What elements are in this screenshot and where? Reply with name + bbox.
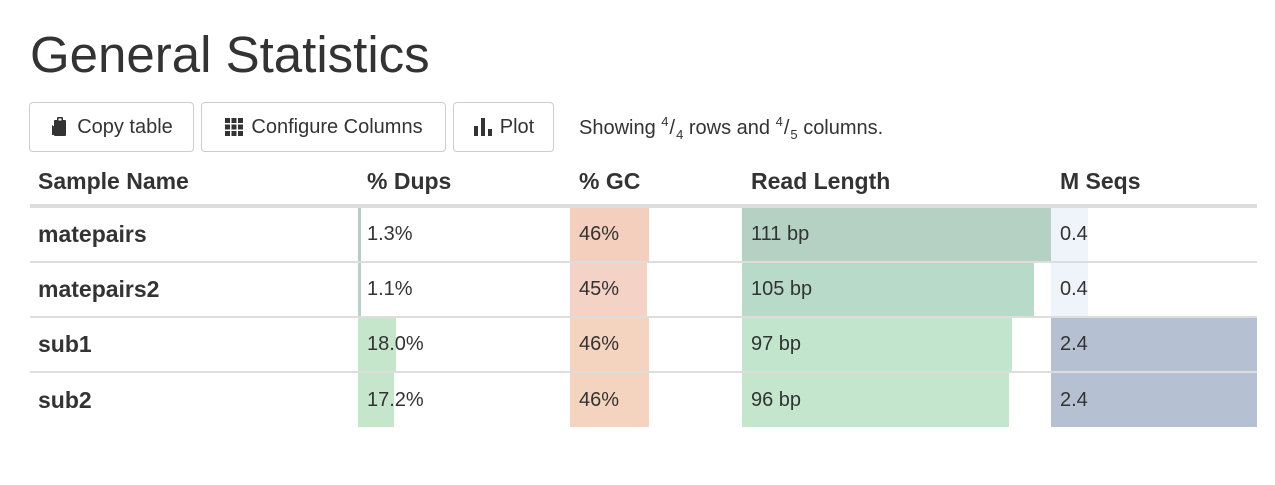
showing-suffix: columns. (803, 117, 884, 139)
col-header-m-seqs[interactable]: M Seqs (1060, 168, 1141, 194)
dups-cell: 1.1% (358, 263, 570, 316)
mseqs-cell: 0.4 (1051, 208, 1257, 261)
gc-value: 45% (579, 278, 620, 300)
dups-bar (358, 263, 361, 316)
read-length-bar (742, 208, 1051, 261)
plot-button[interactable]: Plot (453, 102, 554, 152)
read-length-value: 96 bp (751, 388, 802, 411)
table-row: sub2 17.2% 46% 96 bp 2.4 (30, 373, 1257, 427)
gc-value: 46% (579, 333, 620, 355)
mseqs-value: 0.4 (1060, 223, 1088, 245)
gc-bar (570, 318, 649, 371)
gc-bar (570, 373, 649, 427)
plot-label: Plot (499, 115, 535, 138)
rows-total: 4 (676, 127, 684, 142)
read-length-bar (742, 263, 1034, 316)
read-length-cell: 97 bp (742, 318, 1051, 371)
rows-shown: 4 (661, 114, 669, 129)
mseqs-value: 2.4 (1060, 388, 1088, 411)
gc-cell: 46% (570, 373, 742, 427)
gc-value: 46% (579, 388, 620, 411)
bar-chart-icon (473, 117, 493, 137)
dups-value: 1.1% (367, 278, 413, 300)
table-row: sub1 18.0% 46% 97 bp 2.4 (30, 318, 1257, 373)
mseqs-value: 0.4 (1060, 278, 1088, 300)
sample-name: sub2 (38, 386, 92, 413)
dups-value: 17.2% (367, 388, 424, 411)
gc-cell: 46% (570, 208, 742, 261)
showing-middle: rows and (688, 117, 771, 139)
gc-value: 46% (579, 223, 620, 245)
gc-cell: 45% (570, 263, 742, 316)
general-stats-table: Sample Name % Dups % GC Read Length M Se… (30, 160, 1257, 427)
sample-name: matepairs2 (38, 276, 160, 302)
dups-bar (358, 373, 394, 427)
showing-prefix: Showing (579, 117, 656, 139)
sample-name: sub1 (38, 331, 92, 357)
mseqs-bar (1051, 263, 1088, 316)
copy-table-label: Copy table (77, 115, 173, 138)
table-row: matepairs 1.3% 46% 111 bp 0.4 (30, 208, 1257, 263)
cols-total: 5 (790, 127, 798, 142)
col-header-dups[interactable]: % Dups (367, 168, 452, 194)
grid-icon (224, 117, 244, 137)
mseqs-bar (1051, 373, 1257, 427)
cols-shown: 4 (775, 114, 783, 129)
table-header: Sample Name % Dups % GC Read Length M Se… (30, 160, 1257, 208)
mseqs-bar (1051, 208, 1088, 261)
table-summary: Showing 4/4 rows and 4/5 columns. (579, 114, 884, 142)
clipboard-icon (50, 116, 70, 138)
gc-cell: 46% (570, 318, 742, 371)
copy-table-button[interactable]: Copy table (29, 102, 194, 152)
mseqs-bar (1051, 318, 1257, 371)
read-length-bar (742, 373, 1009, 427)
read-length-value: 111 bp (751, 223, 810, 245)
dups-bar (358, 318, 396, 371)
sample-name: matepairs (38, 221, 147, 247)
configure-columns-button[interactable]: Configure Columns (201, 102, 446, 152)
mseqs-cell: 2.4 (1051, 373, 1257, 427)
mseqs-cell: 0.4 (1051, 263, 1257, 316)
dups-cell: 18.0% (358, 318, 570, 371)
read-length-bar (742, 318, 1012, 371)
gc-bar (570, 263, 647, 316)
table-row: matepairs2 1.1% 45% 105 bp 0.4 (30, 263, 1257, 318)
configure-columns-label: Configure Columns (251, 115, 423, 138)
col-header-sample-name[interactable]: Sample Name (38, 168, 189, 194)
read-length-cell: 111 bp (742, 208, 1051, 261)
read-length-value: 97 bp (751, 333, 802, 355)
read-length-cell: 105 bp (742, 263, 1051, 316)
mseqs-cell: 2.4 (1051, 318, 1257, 371)
dups-bar (358, 208, 361, 261)
dups-cell: 1.3% (358, 208, 570, 261)
mseqs-value: 2.4 (1060, 333, 1088, 355)
dups-value: 1.3% (367, 223, 413, 245)
read-length-value: 105 bp (751, 278, 813, 300)
dups-cell: 17.2% (358, 373, 570, 427)
col-header-gc[interactable]: % GC (579, 168, 641, 194)
page-title: General Statistics (30, 26, 430, 83)
gc-bar (570, 208, 649, 261)
dups-value: 18.0% (367, 333, 424, 355)
col-header-read-length[interactable]: Read Length (751, 168, 891, 194)
read-length-cell: 96 bp (742, 373, 1051, 427)
